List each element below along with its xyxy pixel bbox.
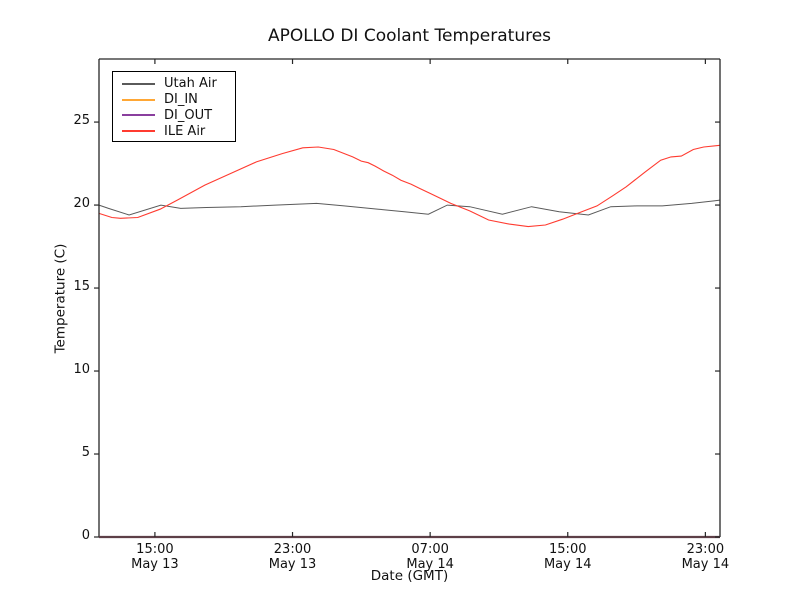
legend-entry-di-in: DI_IN [113,92,235,108]
x-tick-date: May 14 [406,557,454,572]
legend: Utah Air DI_IN DI_OUT ILE Air [112,71,236,142]
chart-title: APOLLO DI Coolant Temperatures [267,26,552,46]
legend-entry-di-out: DI_OUT [113,108,235,124]
x-tick-label: 15:00 May 13 [110,542,200,572]
y-tick-label: 25 [73,113,90,129]
legend-entry-ile-air: ILE Air [113,123,235,139]
y-tick-label: 5 [81,445,90,460]
legend-entry-utah-air: Utah Air [113,76,235,92]
legend-label: ILE Air [164,123,206,139]
y-tick-label: 0 [81,528,90,543]
x-tick-label: 23:00 May 14 [660,542,750,572]
x-axis-label: Date (GMT) [370,568,449,584]
y-tick-label: 20 [73,196,90,212]
legend-line-sample [122,130,155,133]
x-tick-time: 07:00 [411,542,449,557]
y-tick-label: 15 [73,279,90,295]
x-tick-label: 15:00 May 14 [523,542,613,572]
legend-label: DI_IN [164,92,198,108]
legend-line-sample [122,82,155,85]
legend-label: DI_OUT [164,107,213,123]
x-tick-label: 23:00 May 13 [248,542,338,572]
y-axis-label: Temperature (C) [52,243,69,354]
x-tick-date: May 13 [268,557,317,572]
x-tick-time: 15:00 [136,542,174,557]
legend-label: Utah Air [164,76,217,92]
legend-line-sample [122,98,155,101]
series-line-utah-air [98,199,721,216]
x-tick-time: 15:00 [549,542,587,557]
y-tick-label: 10 [73,362,90,378]
x-tick-time: 23:00 [273,542,312,557]
legend-line-sample [122,114,155,117]
x-tick-date: May 13 [131,557,179,572]
x-tick-date: May 14 [543,557,592,572]
x-tick-date: May 14 [681,557,730,572]
series-line-ile-air [98,144,721,228]
x-tick-time: 23:00 [686,542,725,557]
x-tick-label: 07:00 May 14 [385,542,475,572]
